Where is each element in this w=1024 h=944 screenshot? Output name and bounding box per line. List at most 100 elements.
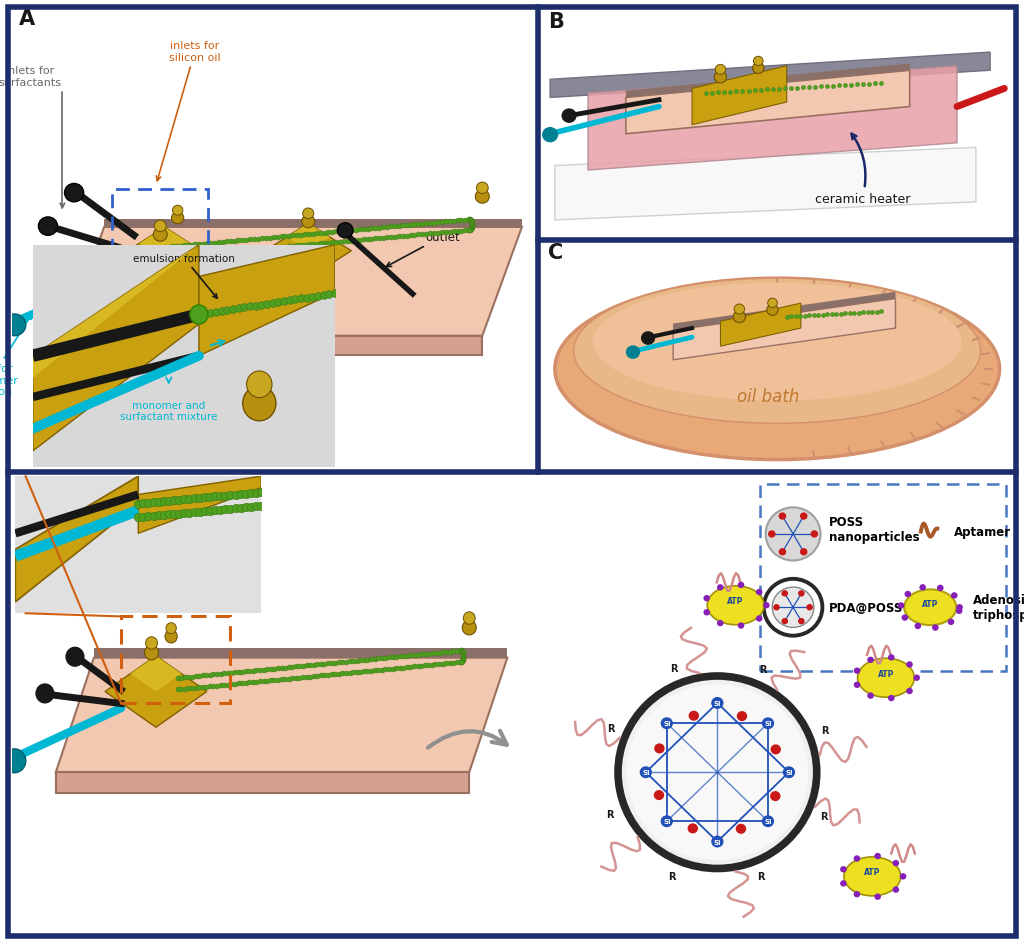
Circle shape (3, 750, 26, 773)
Text: Aptamer: Aptamer (954, 526, 1011, 539)
Circle shape (874, 894, 881, 900)
Circle shape (703, 596, 710, 601)
Circle shape (715, 72, 727, 84)
Circle shape (618, 676, 817, 868)
Circle shape (717, 620, 724, 627)
Polygon shape (265, 224, 351, 279)
Circle shape (756, 589, 763, 596)
Circle shape (243, 386, 275, 421)
Circle shape (800, 548, 808, 556)
Circle shape (762, 816, 774, 827)
Text: ATP: ATP (922, 599, 938, 609)
Circle shape (898, 602, 904, 609)
Text: ATP: ATP (878, 669, 894, 678)
Circle shape (893, 886, 899, 893)
Polygon shape (104, 219, 522, 228)
Text: R: R (821, 725, 828, 735)
Circle shape (768, 299, 777, 308)
Circle shape (913, 675, 920, 682)
Text: PDA@POSS: PDA@POSS (828, 601, 903, 615)
Circle shape (36, 683, 54, 703)
Circle shape (640, 767, 652, 779)
Circle shape (781, 618, 788, 625)
Circle shape (806, 604, 813, 611)
Circle shape (840, 867, 847, 872)
Text: outlet: outlet (386, 230, 461, 267)
Polygon shape (33, 245, 199, 379)
Text: C: C (548, 243, 563, 262)
Ellipse shape (857, 659, 914, 698)
Circle shape (854, 667, 860, 674)
Circle shape (715, 65, 726, 76)
Text: R: R (759, 665, 766, 674)
Ellipse shape (593, 283, 962, 401)
Text: Si: Si (664, 720, 671, 727)
Circle shape (914, 623, 922, 630)
Bar (33, 388, 335, 467)
Circle shape (145, 637, 158, 649)
Circle shape (956, 604, 963, 611)
Polygon shape (673, 299, 895, 361)
Circle shape (840, 880, 847, 886)
Text: inlet for
monomer
solution: inlet for monomer solution (0, 315, 32, 396)
Circle shape (778, 513, 786, 520)
Polygon shape (555, 148, 976, 221)
Polygon shape (199, 245, 335, 357)
Circle shape (955, 608, 963, 615)
Circle shape (798, 591, 805, 597)
Circle shape (768, 531, 775, 538)
Circle shape (770, 791, 780, 801)
Circle shape (766, 508, 820, 561)
Circle shape (703, 610, 710, 615)
Circle shape (782, 767, 795, 779)
Circle shape (798, 618, 805, 625)
Polygon shape (721, 304, 801, 346)
Circle shape (475, 191, 489, 204)
Circle shape (687, 823, 698, 834)
Circle shape (906, 662, 912, 668)
Polygon shape (65, 336, 482, 355)
Circle shape (712, 835, 724, 848)
Circle shape (144, 646, 159, 660)
Circle shape (854, 682, 860, 688)
Polygon shape (94, 649, 507, 658)
Circle shape (627, 684, 808, 860)
Circle shape (688, 711, 699, 721)
Circle shape (737, 623, 744, 629)
Polygon shape (15, 477, 138, 602)
Circle shape (932, 625, 939, 632)
Circle shape (762, 717, 774, 730)
Text: R: R (757, 871, 765, 882)
Circle shape (303, 209, 313, 219)
Circle shape (155, 221, 166, 232)
Circle shape (736, 824, 746, 834)
Text: Adenosine
triphosphate: Adenosine triphosphate (973, 594, 1024, 621)
Polygon shape (138, 477, 261, 533)
Circle shape (764, 580, 822, 636)
Circle shape (463, 612, 475, 625)
Circle shape (626, 346, 640, 360)
Circle shape (736, 712, 748, 721)
Circle shape (763, 602, 770, 609)
Circle shape (951, 593, 957, 599)
Circle shape (172, 212, 183, 225)
Ellipse shape (555, 278, 999, 460)
Circle shape (561, 110, 577, 124)
Circle shape (893, 860, 899, 867)
Circle shape (247, 372, 272, 398)
Text: Si: Si (785, 769, 793, 775)
Circle shape (906, 688, 912, 695)
Text: R: R (669, 870, 676, 881)
Text: inlets for
surfactants: inlets for surfactants (0, 66, 65, 209)
Circle shape (854, 855, 860, 862)
Circle shape (888, 695, 895, 701)
Ellipse shape (573, 278, 981, 424)
Circle shape (717, 584, 724, 591)
Text: R: R (607, 724, 614, 733)
Text: Si: Si (642, 769, 649, 775)
Circle shape (462, 620, 476, 635)
Circle shape (901, 615, 908, 621)
Polygon shape (588, 67, 957, 171)
Circle shape (904, 591, 911, 598)
Circle shape (38, 218, 57, 236)
